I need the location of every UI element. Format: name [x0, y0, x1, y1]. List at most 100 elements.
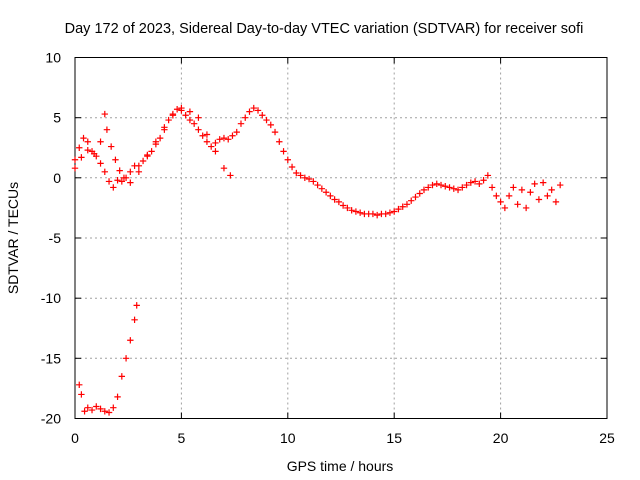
data-point	[203, 138, 211, 145]
data-point	[237, 120, 245, 127]
data-point	[88, 406, 96, 414]
data-point	[505, 192, 513, 200]
xtick-label-20: 20	[493, 430, 509, 446]
data-point	[484, 172, 492, 179]
data-point	[103, 126, 111, 133]
data-point	[127, 179, 134, 186]
data-point	[127, 168, 134, 176]
data-point	[339, 202, 347, 209]
ytick-label-0: 0	[53, 170, 61, 186]
data-point	[178, 104, 185, 112]
data-point	[186, 108, 194, 115]
data-point	[514, 201, 521, 208]
data-point	[314, 181, 321, 189]
data-point	[148, 148, 155, 155]
data-point	[433, 180, 440, 188]
data-point	[199, 132, 206, 139]
data-point	[152, 138, 160, 145]
ytick-label-neg10: -10	[41, 290, 61, 306]
tick-marks	[74, 57, 608, 419]
x-axis-label: GPS time / hours	[287, 458, 394, 474]
data-point	[471, 178, 479, 185]
data-point	[395, 205, 402, 213]
data-point	[84, 146, 91, 154]
data-point	[386, 209, 394, 216]
data-point	[190, 120, 198, 127]
data-point	[335, 198, 343, 206]
data-point	[416, 190, 423, 197]
data-point	[437, 181, 445, 189]
data-point	[127, 337, 134, 344]
ytick-label-neg15: -15	[41, 350, 61, 366]
data-point	[118, 178, 126, 185]
data-point	[480, 177, 487, 184]
data-point	[71, 165, 79, 172]
data-point	[84, 138, 91, 145]
data-point	[284, 156, 291, 163]
data-point	[76, 144, 83, 151]
data-point	[112, 156, 119, 163]
grid-lines	[75, 57, 607, 419]
data-point	[220, 134, 228, 142]
data-point	[97, 405, 104, 413]
data-point	[522, 204, 530, 212]
data-point	[254, 107, 262, 114]
ytick-label-5: 5	[53, 110, 61, 126]
data-point	[250, 104, 257, 112]
data-point	[318, 185, 326, 192]
data-point	[90, 150, 98, 157]
ytick-label-neg5: -5	[49, 230, 62, 246]
x-tick-labels: 0 5 10 15 20 25	[71, 430, 615, 446]
data-point	[403, 201, 411, 208]
data-point	[139, 157, 147, 165]
data-point	[348, 207, 355, 214]
data-point	[165, 116, 172, 124]
data-point	[225, 136, 232, 143]
data-point	[233, 128, 240, 136]
data-point	[97, 138, 104, 145]
data-point	[78, 154, 85, 161]
data-point	[271, 128, 279, 136]
data-point	[510, 184, 517, 191]
data-point	[382, 210, 389, 218]
data-point	[535, 196, 543, 203]
data-point	[548, 186, 555, 194]
xtick-label-10: 10	[280, 430, 296, 446]
data-point	[80, 134, 87, 142]
data-point	[356, 209, 364, 216]
data-point	[242, 114, 249, 121]
data-point	[446, 184, 453, 191]
data-point	[207, 143, 215, 150]
data-point	[305, 175, 313, 183]
data-point	[454, 186, 462, 194]
data-point	[518, 186, 526, 194]
data-point	[93, 403, 100, 410]
data-point	[399, 203, 406, 210]
data-point	[344, 204, 351, 212]
data-point	[110, 404, 117, 411]
data-point	[297, 172, 304, 179]
data-point	[114, 177, 121, 184]
data-point	[501, 204, 509, 212]
chart-title: Day 172 of 2023, Sidereal Day-to-day VTE…	[65, 21, 584, 37]
xtick-label-25: 25	[599, 430, 615, 446]
data-point	[539, 179, 547, 186]
data-point	[135, 168, 143, 176]
data-point	[556, 181, 564, 189]
data-point	[463, 181, 470, 189]
data-point	[101, 408, 108, 415]
data-point	[81, 408, 88, 415]
data-point	[131, 316, 138, 324]
data-point	[114, 393, 121, 401]
data-point	[280, 148, 287, 155]
data-point	[116, 167, 123, 174]
data-point	[156, 134, 164, 142]
data-point	[135, 162, 143, 169]
data-point	[429, 181, 436, 189]
data-point	[276, 138, 283, 145]
data-point	[133, 302, 140, 309]
data-point	[118, 373, 126, 380]
data-point	[169, 112, 177, 119]
data-point	[212, 139, 219, 147]
